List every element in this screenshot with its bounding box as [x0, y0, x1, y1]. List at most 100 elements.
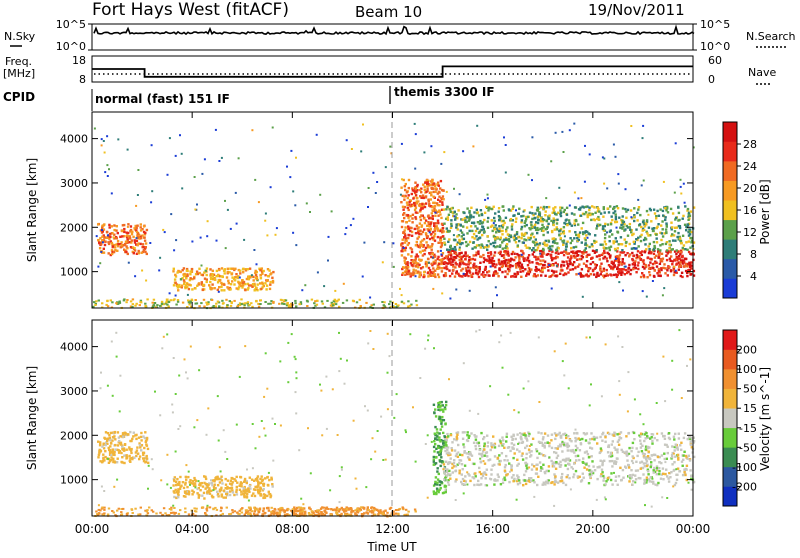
power-cell — [235, 273, 237, 275]
power-cell — [606, 260, 608, 262]
velocity-cell — [601, 440, 603, 442]
power-sparse-cell — [652, 280, 654, 282]
power-cell — [460, 243, 462, 245]
power-cell — [512, 208, 514, 210]
power-sparse-cell — [292, 190, 294, 192]
power-cell — [599, 265, 601, 267]
power-cell — [609, 240, 611, 242]
power-sparse-cell — [393, 266, 395, 268]
power-sparse-cell — [265, 213, 267, 215]
velocity-cell — [433, 493, 435, 495]
power-cell — [650, 251, 652, 253]
power-cell — [456, 243, 458, 245]
power-sparse-cell — [204, 158, 206, 160]
velocity-cell — [367, 506, 369, 508]
power-sparse-cell — [134, 275, 136, 277]
velocity-cell — [567, 459, 569, 461]
velocity-cell — [626, 459, 628, 461]
velocity-cell — [666, 475, 668, 477]
power-cell — [423, 228, 425, 230]
velocity-cell — [625, 435, 627, 437]
power-cell — [679, 237, 681, 239]
velocity-cell — [611, 460, 613, 462]
power-cell — [546, 244, 548, 246]
power-cell — [537, 258, 539, 260]
velocity-cell — [436, 488, 438, 490]
power-cell — [531, 218, 533, 220]
velocity-cell — [133, 432, 135, 434]
velocity-cell — [217, 493, 219, 495]
power-cell — [519, 262, 521, 264]
power-cell — [455, 213, 457, 215]
power-cell — [408, 187, 410, 189]
power-ground-cell — [144, 303, 146, 305]
power-cell — [629, 229, 631, 231]
velocity-cell — [449, 461, 451, 463]
power-cell — [499, 244, 501, 246]
power-sparse-cell — [169, 292, 171, 294]
velocity-cell — [185, 479, 187, 481]
velocity-cell — [466, 439, 468, 441]
power-cell — [676, 249, 678, 251]
power-cell — [669, 260, 671, 262]
power-sparse-cell — [589, 153, 591, 155]
power-sparse-cell — [363, 242, 365, 244]
power-cell — [573, 213, 575, 215]
velocity-cell — [676, 447, 678, 449]
power-sparse-cell — [159, 257, 161, 259]
power-cell — [454, 249, 456, 251]
power-sparse-cell — [540, 207, 542, 209]
velocity-cell — [439, 484, 441, 486]
power-cell — [186, 275, 188, 277]
velocity-cell — [129, 460, 131, 462]
velocity-cell — [462, 478, 464, 480]
power-cell — [668, 266, 670, 268]
power-cell — [422, 194, 424, 196]
power-cell — [682, 218, 684, 220]
power-cell — [521, 266, 523, 268]
velocity-cell — [175, 489, 177, 491]
velocity-cell — [622, 469, 624, 471]
power-cell — [603, 246, 605, 248]
power-ground-cell — [110, 299, 112, 301]
nsky-series-line — [94, 27, 694, 34]
velocity-cell — [221, 479, 223, 481]
power-ground-cell — [226, 304, 228, 306]
power-cell — [466, 207, 468, 209]
power-cell — [685, 229, 687, 231]
power-cell — [471, 230, 473, 232]
power-cell — [413, 190, 415, 192]
velocity-cell — [226, 493, 228, 495]
power-sparse-cell — [236, 223, 238, 225]
power-cell — [411, 248, 413, 250]
power-sparse-cell — [162, 229, 164, 231]
velocity-cell — [97, 456, 99, 458]
power-cell — [524, 268, 526, 270]
nave-right-tick-top: 60 — [708, 54, 722, 67]
velocity-cell — [542, 436, 544, 438]
velocity-cell — [203, 497, 205, 499]
velocity-cell — [537, 431, 539, 433]
power-cell — [532, 253, 534, 255]
power-cell — [622, 258, 624, 260]
power-cell — [568, 230, 570, 232]
power-cell — [473, 211, 475, 213]
power-cell — [467, 275, 469, 277]
power-cell — [406, 263, 408, 265]
velocity-cell — [608, 444, 610, 446]
power-sparse-cell — [558, 187, 560, 189]
power-cell — [612, 240, 614, 242]
velocity-cell — [439, 460, 441, 462]
velocity-cell — [464, 475, 466, 477]
power-cell — [690, 253, 692, 255]
power-cell — [446, 249, 448, 251]
velocity-cell — [194, 479, 196, 481]
power-sparse-cell — [392, 242, 394, 244]
power-cell — [683, 261, 685, 263]
power-cell — [556, 219, 558, 221]
power-cell — [400, 187, 402, 189]
power-ground-cell — [346, 299, 348, 301]
velocity-cell — [643, 456, 645, 458]
power-cell — [594, 234, 596, 236]
power-cell — [646, 219, 648, 221]
